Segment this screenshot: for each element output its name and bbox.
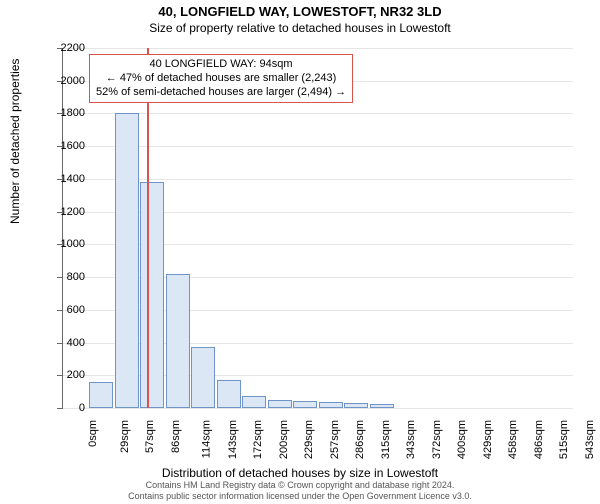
annotation-line-3: 52% of semi-detached houses are larger (… [96, 86, 346, 98]
histogram-bar [242, 396, 266, 408]
histogram-bar [140, 182, 164, 408]
y-tick-label: 1200 [45, 206, 85, 218]
x-tick-label: 29sqm [119, 420, 131, 453]
x-tick-label: 286sqm [354, 420, 366, 459]
x-tick-label: 458sqm [507, 420, 519, 459]
x-tick-label: 372sqm [431, 420, 443, 459]
x-tick-label: 429sqm [482, 420, 494, 459]
y-tick-label: 0 [45, 402, 85, 414]
y-tick-label: 600 [45, 304, 85, 316]
y-tick-label: 1400 [45, 173, 85, 185]
x-tick-label: 343sqm [405, 420, 417, 459]
y-tick-label: 2000 [45, 75, 85, 87]
chart-subtitle: Size of property relative to detached ho… [0, 21, 600, 35]
x-axis-label: Distribution of detached houses by size … [0, 466, 600, 480]
histogram-bar [268, 400, 292, 408]
chart-container: { "title": "40, LONGFIELD WAY, LOWESTOFT… [0, 4, 600, 504]
x-tick-label: 86sqm [170, 420, 182, 453]
x-tick-label: 543sqm [584, 420, 596, 459]
histogram-bar [89, 382, 113, 408]
gridline [63, 146, 573, 147]
y-tick-label: 1000 [45, 238, 85, 250]
y-tick-label: 1800 [45, 107, 85, 119]
histogram-bar [166, 274, 190, 408]
x-tick-label: 200sqm [278, 420, 290, 459]
x-tick-label: 57sqm [144, 420, 156, 453]
y-tick-label: 800 [45, 271, 85, 283]
histogram-bar [217, 380, 241, 408]
y-tick-label: 1600 [45, 140, 85, 152]
annotation-line-2: ← 47% of detached houses are smaller (2,… [106, 72, 337, 84]
histogram-bar [293, 401, 317, 408]
x-tick-label: 114sqm [200, 420, 212, 458]
y-tick-label: 200 [45, 369, 85, 381]
attribution-line-1: Contains HM Land Registry data © Crown c… [146, 480, 455, 490]
histogram-bar [370, 404, 394, 408]
gridline [63, 408, 573, 409]
annotation-box: 40 LONGFIELD WAY: 94sqm ← 47% of detached… [89, 54, 353, 103]
x-tick-label: 315sqm [380, 420, 392, 459]
gridline [63, 179, 573, 180]
y-axis-label: Number of detached properties [8, 59, 22, 224]
gridline [63, 113, 573, 114]
chart-title: 40, LONGFIELD WAY, LOWESTOFT, NR32 3LD [0, 4, 600, 19]
histogram-bar [191, 347, 215, 408]
x-tick-label: 229sqm [303, 420, 315, 459]
plot-area: 40 LONGFIELD WAY: 94sqm ← 47% of detached… [62, 48, 573, 409]
x-tick-label: 0sqm [87, 420, 99, 447]
x-tick-label: 172sqm [252, 420, 264, 459]
attribution-text: Contains HM Land Registry data © Crown c… [0, 480, 600, 502]
annotation-line-1: 40 LONGFIELD WAY: 94sqm [150, 58, 293, 70]
x-tick-label: 400sqm [456, 420, 468, 459]
histogram-bar [319, 402, 343, 408]
x-tick-label: 143sqm [227, 420, 239, 459]
y-tick-label: 2200 [45, 42, 85, 54]
y-tick-label: 400 [45, 337, 85, 349]
gridline [63, 48, 573, 49]
x-tick-label: 486sqm [533, 420, 545, 459]
x-tick-label: 257sqm [329, 420, 341, 459]
x-tick-label: 515sqm [558, 420, 570, 459]
histogram-bar [115, 113, 139, 408]
histogram-bar [344, 403, 368, 408]
